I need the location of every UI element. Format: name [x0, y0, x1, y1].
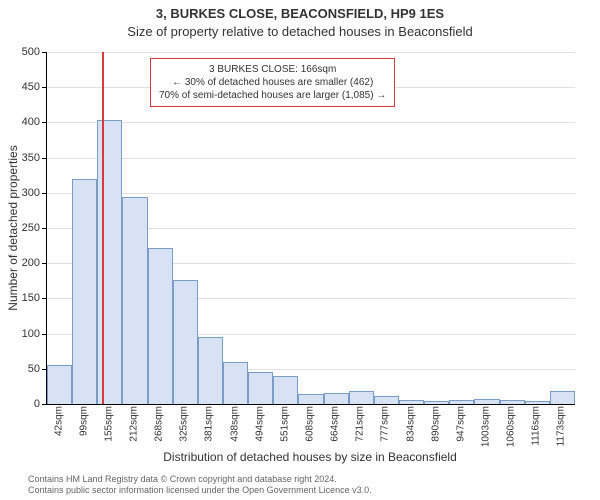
- x-tick-label: 325sqm: [179, 406, 190, 442]
- x-axis-label: Distribution of detached houses by size …: [46, 450, 574, 464]
- y-tick-label: 350: [4, 152, 40, 164]
- x-tick-label: 42sqm: [53, 406, 64, 436]
- histogram-bar: [374, 396, 399, 404]
- x-tick-label: 890sqm: [430, 406, 441, 442]
- x-tick-label: 268sqm: [154, 406, 165, 442]
- x-tick-label: 551sqm: [279, 406, 290, 442]
- histogram-bar: [449, 400, 474, 404]
- histogram-bar: [525, 401, 550, 404]
- footer: Contains HM Land Registry data © Crown c…: [28, 474, 588, 496]
- y-tick-label: 500: [4, 46, 40, 58]
- histogram-bar: [72, 179, 97, 404]
- x-tick-label: 494sqm: [254, 406, 265, 442]
- chart-container: 3, BURKES CLOSE, BEACONSFIELD, HP9 1ES S…: [0, 0, 600, 500]
- x-tick-label: 1173sqm: [556, 406, 567, 446]
- x-tick-label: 212sqm: [128, 406, 139, 442]
- histogram-bar: [500, 400, 525, 404]
- histogram-bar: [324, 393, 349, 404]
- x-tick-label: 947sqm: [455, 406, 466, 442]
- histogram-bar: [349, 391, 374, 404]
- histogram-bar: [122, 197, 147, 404]
- y-tick-label: 50: [4, 363, 40, 375]
- y-tick-label: 300: [4, 187, 40, 199]
- histogram-bar: [173, 280, 198, 404]
- y-tick-label: 400: [4, 116, 40, 128]
- footer-line1: Contains HM Land Registry data © Crown c…: [28, 474, 588, 485]
- histogram-bar: [399, 400, 424, 404]
- chart-title-sub: Size of property relative to detached ho…: [0, 24, 600, 39]
- histogram-bar: [97, 120, 122, 404]
- annotation-box: 3 BURKES CLOSE: 166sqm ← 30% of detached…: [150, 58, 395, 107]
- x-tick-label: 664sqm: [330, 406, 341, 442]
- y-tick-label: 150: [4, 292, 40, 304]
- x-tick-label: 777sqm: [380, 406, 391, 442]
- y-tick-label: 100: [4, 328, 40, 340]
- x-tick-label: 99sqm: [78, 406, 89, 436]
- y-tick-label: 0: [4, 398, 40, 410]
- x-tick-label: 438sqm: [229, 406, 240, 442]
- y-tick-label: 450: [4, 81, 40, 93]
- x-tick-label: 381sqm: [204, 406, 215, 442]
- histogram-bar: [273, 376, 298, 404]
- x-tick-label: 1060sqm: [506, 406, 517, 447]
- histogram-bar: [47, 365, 72, 404]
- y-tick-label: 200: [4, 257, 40, 269]
- histogram-bar: [148, 248, 173, 404]
- footer-line2: Contains public sector information licen…: [28, 485, 588, 496]
- histogram-bar: [550, 391, 575, 404]
- histogram-bar: [474, 399, 499, 404]
- chart-title-main: 3, BURKES CLOSE, BEACONSFIELD, HP9 1ES: [0, 6, 600, 21]
- x-tick-label: 1116sqm: [531, 406, 542, 446]
- x-tick-label: 721sqm: [355, 406, 366, 442]
- annotation-line2: ← 30% of detached houses are smaller (46…: [159, 76, 386, 89]
- histogram-bar: [424, 401, 449, 404]
- x-tick-label: 834sqm: [405, 406, 416, 442]
- annotation-line1: 3 BURKES CLOSE: 166sqm: [159, 63, 386, 76]
- histogram-bar: [248, 372, 273, 404]
- x-tick-label: 155sqm: [103, 406, 114, 442]
- y-tick-label: 250: [4, 222, 40, 234]
- histogram-bar: [223, 362, 248, 404]
- histogram-bar: [198, 337, 223, 404]
- annotation-line3: 70% of semi-detached houses are larger (…: [159, 89, 386, 102]
- x-tick-label: 608sqm: [304, 406, 315, 442]
- x-tick-label: 1003sqm: [480, 406, 491, 447]
- marker-line: [102, 52, 104, 404]
- histogram-bar: [298, 394, 323, 404]
